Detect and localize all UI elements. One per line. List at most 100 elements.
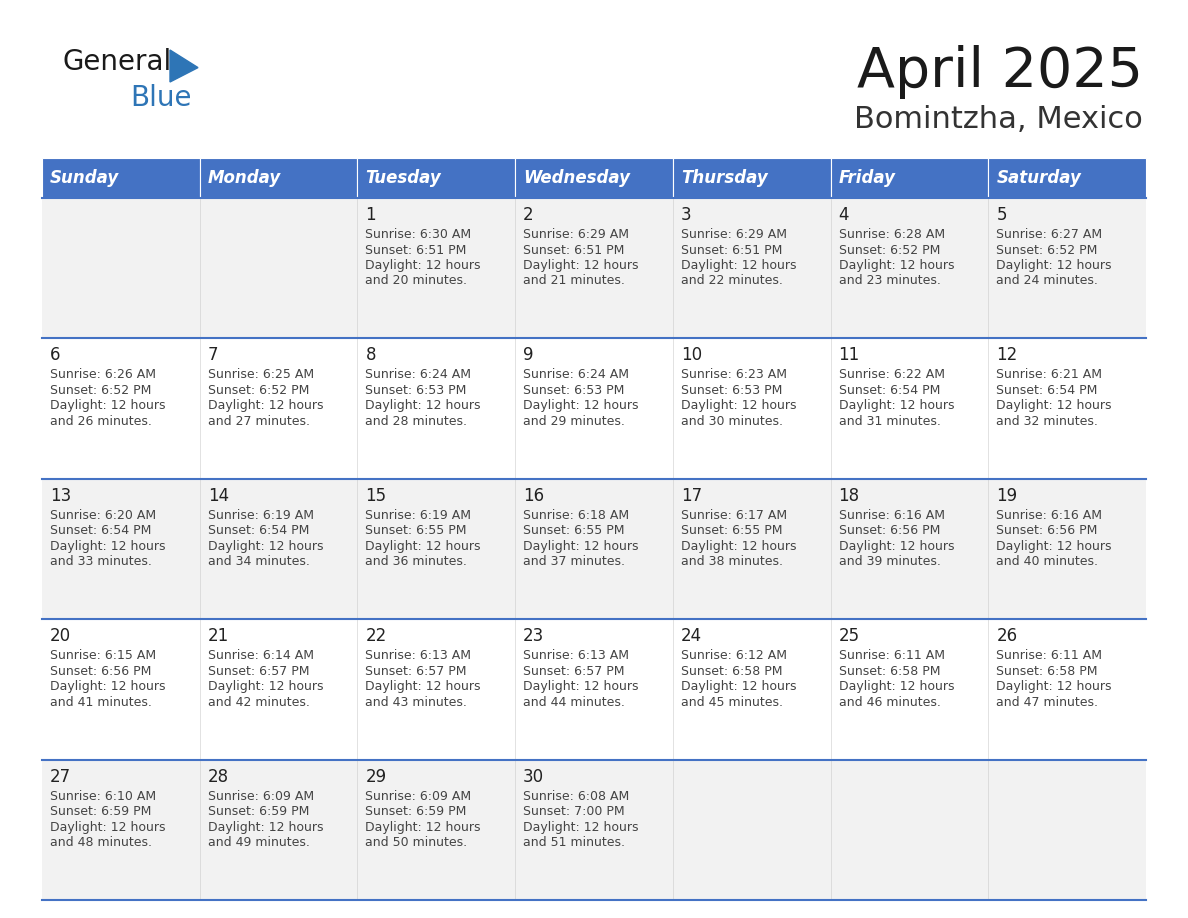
Text: and 40 minutes.: and 40 minutes. — [997, 555, 1098, 568]
Text: Daylight: 12 hours: Daylight: 12 hours — [366, 399, 481, 412]
Text: Sunrise: 6:23 AM: Sunrise: 6:23 AM — [681, 368, 786, 381]
FancyBboxPatch shape — [42, 158, 200, 198]
Text: Daylight: 12 hours: Daylight: 12 hours — [523, 399, 639, 412]
FancyBboxPatch shape — [830, 339, 988, 479]
FancyBboxPatch shape — [42, 339, 200, 479]
FancyBboxPatch shape — [672, 158, 830, 198]
Text: 19: 19 — [997, 487, 1017, 505]
Text: Daylight: 12 hours: Daylight: 12 hours — [50, 399, 165, 412]
Text: Daylight: 12 hours: Daylight: 12 hours — [523, 540, 639, 553]
FancyBboxPatch shape — [672, 759, 830, 900]
Text: Sunrise: 6:20 AM: Sunrise: 6:20 AM — [50, 509, 156, 521]
Text: 11: 11 — [839, 346, 860, 364]
Text: Sunset: 6:53 PM: Sunset: 6:53 PM — [366, 384, 467, 397]
Text: Sunrise: 6:18 AM: Sunrise: 6:18 AM — [523, 509, 630, 521]
Text: Sunset: 6:57 PM: Sunset: 6:57 PM — [208, 665, 309, 677]
Text: Daylight: 12 hours: Daylight: 12 hours — [997, 259, 1112, 272]
Text: Sunset: 6:56 PM: Sunset: 6:56 PM — [50, 665, 151, 677]
FancyBboxPatch shape — [672, 339, 830, 479]
Text: Sunrise: 6:09 AM: Sunrise: 6:09 AM — [366, 789, 472, 802]
FancyBboxPatch shape — [42, 759, 200, 900]
Text: Daylight: 12 hours: Daylight: 12 hours — [839, 680, 954, 693]
Text: Monday: Monday — [208, 169, 282, 187]
Text: Sunset: 6:59 PM: Sunset: 6:59 PM — [50, 805, 151, 818]
Text: Daylight: 12 hours: Daylight: 12 hours — [997, 399, 1112, 412]
Text: Sunset: 6:52 PM: Sunset: 6:52 PM — [208, 384, 309, 397]
Text: and 20 minutes.: and 20 minutes. — [366, 274, 467, 287]
Text: Daylight: 12 hours: Daylight: 12 hours — [366, 540, 481, 553]
Text: April 2025: April 2025 — [857, 45, 1143, 99]
Text: and 22 minutes.: and 22 minutes. — [681, 274, 783, 287]
Text: Sunrise: 6:17 AM: Sunrise: 6:17 AM — [681, 509, 786, 521]
Text: and 31 minutes.: and 31 minutes. — [839, 415, 941, 428]
Text: and 38 minutes.: and 38 minutes. — [681, 555, 783, 568]
FancyBboxPatch shape — [988, 620, 1146, 759]
Text: 20: 20 — [50, 627, 71, 645]
Text: Sunrise: 6:13 AM: Sunrise: 6:13 AM — [523, 649, 630, 662]
FancyBboxPatch shape — [200, 339, 358, 479]
Text: and 43 minutes.: and 43 minutes. — [366, 696, 467, 709]
Text: Tuesday: Tuesday — [366, 169, 441, 187]
Text: Sunrise: 6:15 AM: Sunrise: 6:15 AM — [50, 649, 156, 662]
Text: Daylight: 12 hours: Daylight: 12 hours — [523, 680, 639, 693]
Text: Sunset: 6:52 PM: Sunset: 6:52 PM — [839, 243, 940, 256]
FancyBboxPatch shape — [830, 759, 988, 900]
Text: Daylight: 12 hours: Daylight: 12 hours — [839, 259, 954, 272]
Text: and 23 minutes.: and 23 minutes. — [839, 274, 941, 287]
Text: Saturday: Saturday — [997, 169, 1081, 187]
Text: Sunrise: 6:29 AM: Sunrise: 6:29 AM — [681, 228, 786, 241]
Text: 8: 8 — [366, 346, 375, 364]
Text: and 51 minutes.: and 51 minutes. — [523, 836, 625, 849]
Text: Sunrise: 6:30 AM: Sunrise: 6:30 AM — [366, 228, 472, 241]
Text: Sunrise: 6:29 AM: Sunrise: 6:29 AM — [523, 228, 630, 241]
FancyBboxPatch shape — [830, 198, 988, 339]
Text: Bomintzha, Mexico: Bomintzha, Mexico — [854, 105, 1143, 134]
Text: and 45 minutes.: and 45 minutes. — [681, 696, 783, 709]
FancyBboxPatch shape — [200, 198, 358, 339]
Text: and 33 minutes.: and 33 minutes. — [50, 555, 152, 568]
Text: Daylight: 12 hours: Daylight: 12 hours — [366, 680, 481, 693]
FancyBboxPatch shape — [988, 158, 1146, 198]
Text: Sunset: 6:55 PM: Sunset: 6:55 PM — [681, 524, 783, 537]
Text: and 37 minutes.: and 37 minutes. — [523, 555, 625, 568]
FancyBboxPatch shape — [672, 620, 830, 759]
Text: Daylight: 12 hours: Daylight: 12 hours — [50, 821, 165, 834]
Text: Daylight: 12 hours: Daylight: 12 hours — [681, 680, 796, 693]
Text: Daylight: 12 hours: Daylight: 12 hours — [50, 680, 165, 693]
Text: and 50 minutes.: and 50 minutes. — [366, 836, 468, 849]
Text: 6: 6 — [50, 346, 61, 364]
Text: Daylight: 12 hours: Daylight: 12 hours — [997, 540, 1112, 553]
Text: Sunset: 6:54 PM: Sunset: 6:54 PM — [208, 524, 309, 537]
FancyBboxPatch shape — [358, 339, 516, 479]
Text: Sunset: 6:51 PM: Sunset: 6:51 PM — [523, 243, 625, 256]
Text: and 30 minutes.: and 30 minutes. — [681, 415, 783, 428]
Text: Sunset: 6:55 PM: Sunset: 6:55 PM — [523, 524, 625, 537]
Text: 29: 29 — [366, 767, 386, 786]
Text: 13: 13 — [50, 487, 71, 505]
Text: and 36 minutes.: and 36 minutes. — [366, 555, 467, 568]
FancyBboxPatch shape — [200, 759, 358, 900]
FancyBboxPatch shape — [672, 198, 830, 339]
FancyBboxPatch shape — [830, 158, 988, 198]
Text: and 24 minutes.: and 24 minutes. — [997, 274, 1098, 287]
Text: Daylight: 12 hours: Daylight: 12 hours — [366, 821, 481, 834]
Text: 4: 4 — [839, 206, 849, 224]
Text: and 42 minutes.: and 42 minutes. — [208, 696, 310, 709]
Text: Sunrise: 6:16 AM: Sunrise: 6:16 AM — [839, 509, 944, 521]
Text: Sunset: 6:57 PM: Sunset: 6:57 PM — [523, 665, 625, 677]
Text: Daylight: 12 hours: Daylight: 12 hours — [681, 540, 796, 553]
Text: Sunrise: 6:27 AM: Sunrise: 6:27 AM — [997, 228, 1102, 241]
Text: and 29 minutes.: and 29 minutes. — [523, 415, 625, 428]
Text: Sunset: 6:54 PM: Sunset: 6:54 PM — [50, 524, 151, 537]
Text: Daylight: 12 hours: Daylight: 12 hours — [366, 259, 481, 272]
Text: Sunrise: 6:09 AM: Sunrise: 6:09 AM — [208, 789, 314, 802]
Text: Sunday: Sunday — [50, 169, 119, 187]
FancyBboxPatch shape — [358, 479, 516, 620]
Text: Sunset: 6:51 PM: Sunset: 6:51 PM — [366, 243, 467, 256]
Text: 2: 2 — [523, 206, 533, 224]
Text: Sunrise: 6:13 AM: Sunrise: 6:13 AM — [366, 649, 472, 662]
Text: Sunrise: 6:24 AM: Sunrise: 6:24 AM — [523, 368, 630, 381]
Text: and 39 minutes.: and 39 minutes. — [839, 555, 941, 568]
Text: 23: 23 — [523, 627, 544, 645]
Text: Sunrise: 6:25 AM: Sunrise: 6:25 AM — [208, 368, 314, 381]
